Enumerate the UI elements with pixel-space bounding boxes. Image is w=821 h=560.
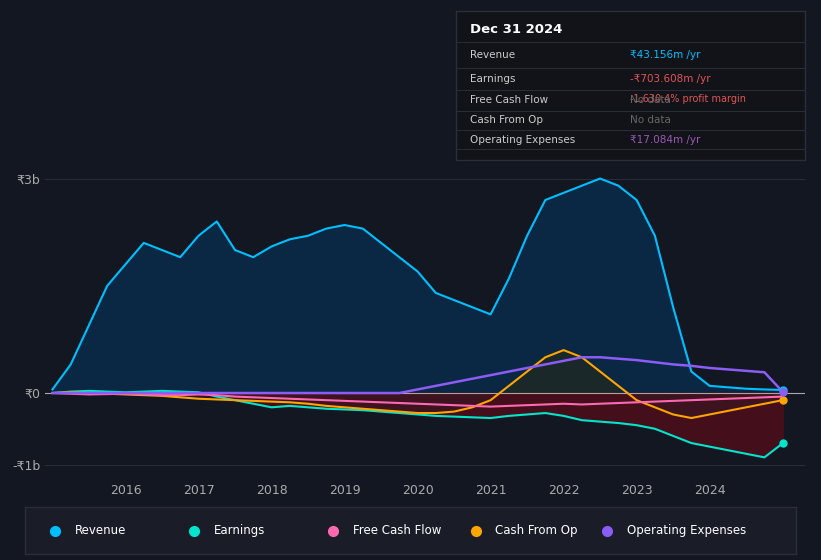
Text: No data: No data [631, 115, 671, 125]
Text: Cash From Op: Cash From Op [495, 524, 578, 537]
Text: ₹43.156m /yr: ₹43.156m /yr [631, 50, 700, 60]
Text: ₹17.084m /yr: ₹17.084m /yr [631, 134, 700, 144]
Text: -₹703.608m /yr: -₹703.608m /yr [631, 74, 711, 84]
Text: -1,630.4% profit margin: -1,630.4% profit margin [631, 95, 746, 105]
Text: Operating Expenses: Operating Expenses [470, 134, 575, 144]
Text: Revenue: Revenue [75, 524, 126, 537]
Text: No data: No data [631, 95, 671, 105]
Text: Revenue: Revenue [470, 50, 515, 60]
Text: Free Cash Flow: Free Cash Flow [353, 524, 441, 537]
Text: Operating Expenses: Operating Expenses [626, 524, 745, 537]
Text: Cash From Op: Cash From Op [470, 115, 543, 125]
Text: Earnings: Earnings [213, 524, 265, 537]
Text: Dec 31 2024: Dec 31 2024 [470, 23, 562, 36]
Text: Earnings: Earnings [470, 74, 515, 84]
Text: Free Cash Flow: Free Cash Flow [470, 95, 548, 105]
